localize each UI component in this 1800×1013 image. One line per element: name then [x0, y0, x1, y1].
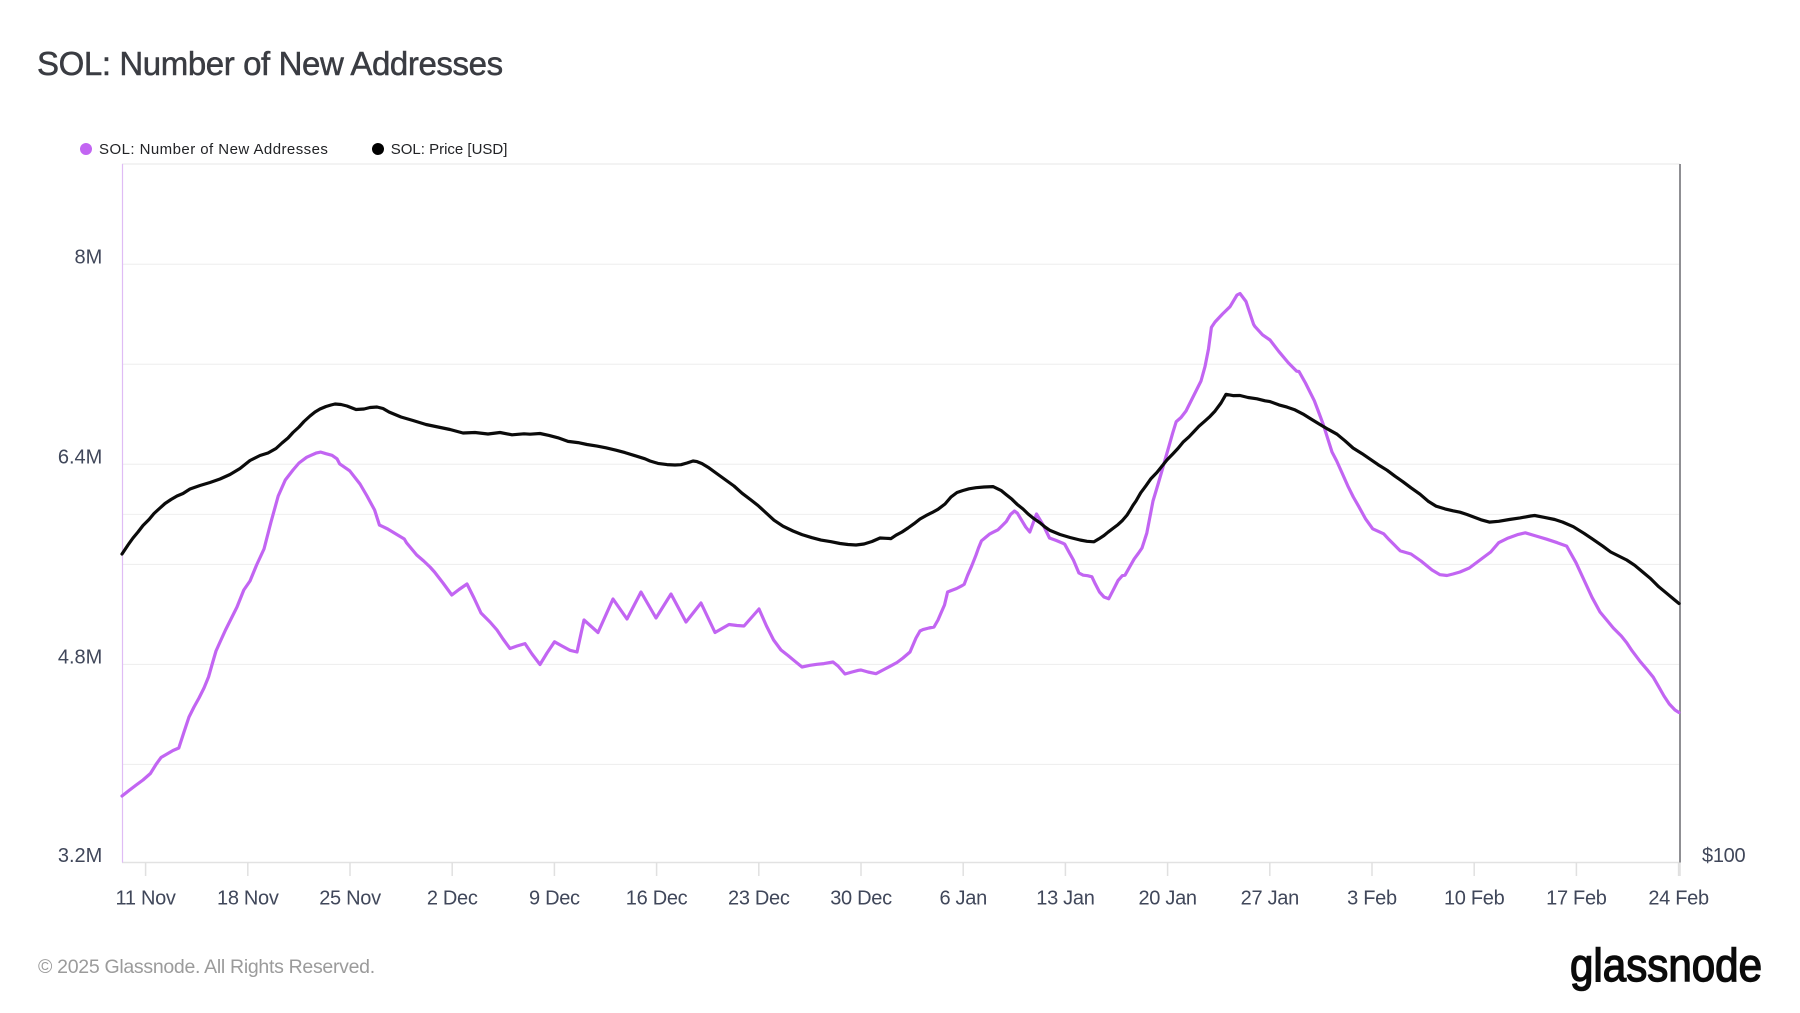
svg-text:25 Nov: 25 Nov: [319, 887, 381, 909]
svg-text:4.8M: 4.8M: [58, 647, 102, 669]
svg-text:6.4M: 6.4M: [58, 447, 102, 469]
svg-text:3.2M: 3.2M: [58, 845, 102, 867]
svg-text:18 Nov: 18 Nov: [217, 887, 279, 909]
svg-text:20 Jan: 20 Jan: [1138, 887, 1196, 909]
svg-text:glassnode: glassnode: [1570, 939, 1762, 991]
svg-text:27 Jan: 27 Jan: [1241, 887, 1299, 909]
svg-text:16 Dec: 16 Dec: [626, 887, 688, 909]
svg-text:23 Dec: 23 Dec: [728, 887, 790, 909]
svg-text:8M: 8M: [75, 247, 103, 269]
svg-text:$100: $100: [1702, 845, 1745, 867]
svg-text:17 Feb: 17 Feb: [1546, 887, 1607, 909]
svg-text:13 Jan: 13 Jan: [1036, 887, 1094, 909]
svg-text:2 Dec: 2 Dec: [427, 887, 478, 909]
svg-text:6 Jan: 6 Jan: [939, 887, 986, 909]
svg-text:11 Nov: 11 Nov: [116, 887, 176, 909]
svg-text:9 Dec: 9 Dec: [529, 887, 580, 909]
svg-text:3 Feb: 3 Feb: [1347, 887, 1397, 909]
svg-text:30 Dec: 30 Dec: [830, 887, 892, 909]
svg-text:24 Feb: 24 Feb: [1648, 887, 1709, 909]
svg-text:10 Feb: 10 Feb: [1444, 887, 1505, 909]
